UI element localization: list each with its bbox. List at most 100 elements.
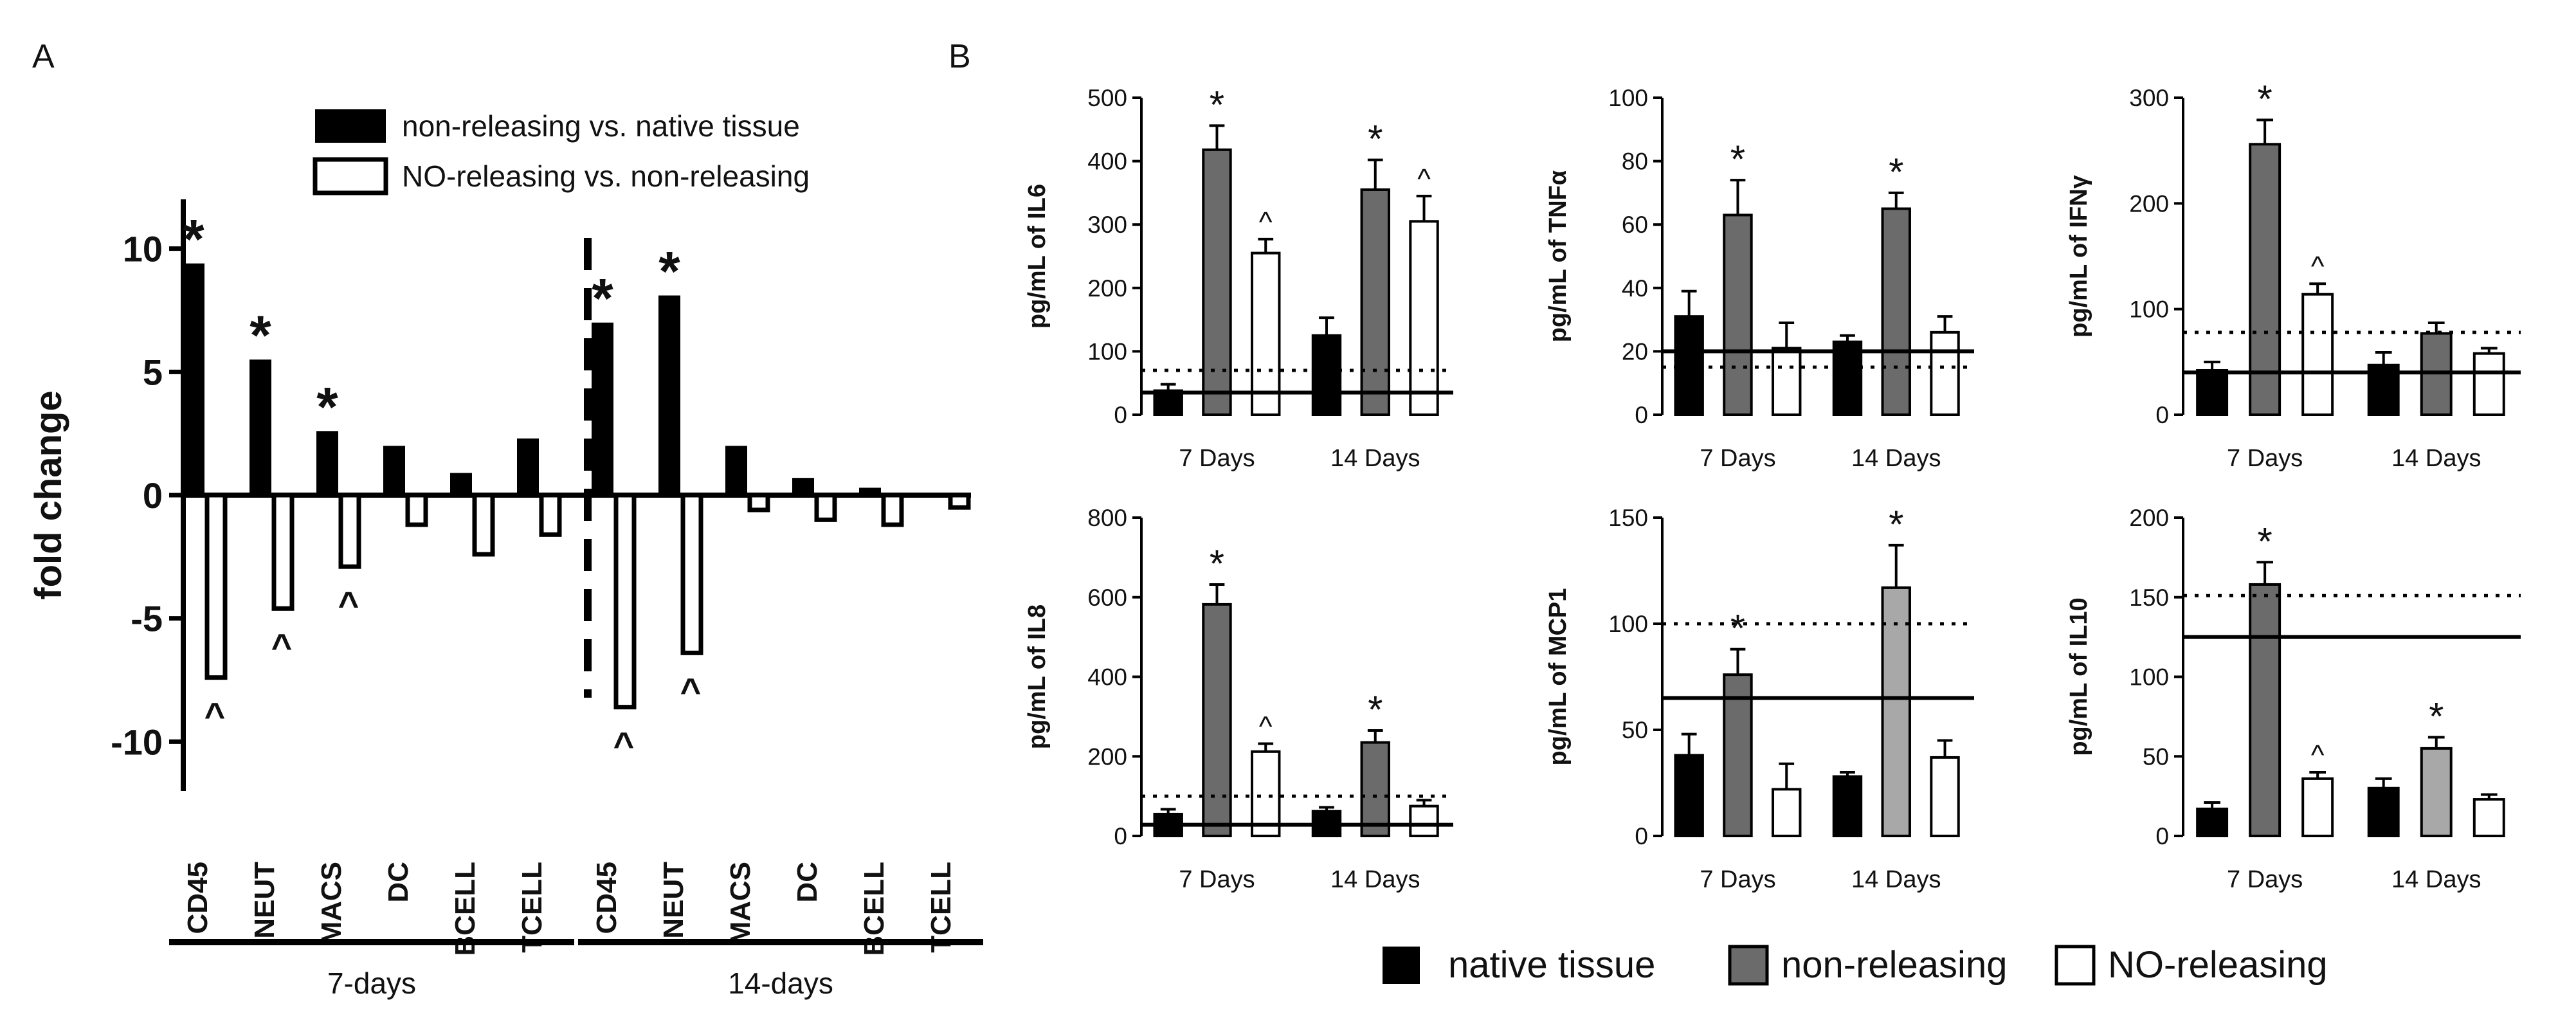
- y-axis-label: pg/mL of MCP1: [1545, 588, 1572, 766]
- x-category-label: 14 Days: [2391, 866, 2481, 893]
- bar-open: [680, 493, 703, 655]
- cytokine-chart-ifng: 0 100 200 300 pg/mL of IFNγ 7 Days 14 Days * ^: [2065, 78, 2521, 472]
- bar-non-releasing: [2420, 747, 2453, 837]
- legend-b: native tissue non-releasing NO-releasing: [1383, 944, 2328, 986]
- bar-open: [613, 493, 637, 710]
- bar-open: [204, 493, 228, 680]
- star-annotation: *: [1889, 150, 1903, 194]
- bar-filled: [592, 322, 613, 495]
- y-tick-label: 60: [1622, 212, 1648, 238]
- bar-open: [814, 493, 837, 522]
- bar-native-tissue: [1674, 754, 1704, 837]
- bar-no-releasing: [1409, 220, 1439, 416]
- bar-native-tissue: [1311, 334, 1342, 416]
- star-annotation: *: [1730, 138, 1745, 181]
- legend-a-open-label: NO-releasing vs. non-releasing: [402, 159, 810, 193]
- y-tick-label: 0: [2155, 402, 2169, 428]
- x-category-label: 14 Days: [1330, 445, 1420, 472]
- caret-annotation: ^: [338, 584, 359, 624]
- bar-no-releasing: [1251, 251, 1281, 416]
- caret-annotation: ^: [613, 725, 635, 765]
- star-annotation: *: [658, 241, 680, 303]
- category-label: TCELL: [516, 862, 548, 953]
- y-tick-label: 0: [1635, 823, 1648, 849]
- group-label: 7-days: [327, 966, 416, 1000]
- y-tick-label: 0: [1114, 402, 1127, 428]
- bar-filled: [383, 446, 405, 495]
- caret-annotation: ^: [271, 626, 293, 666]
- bar-open: [271, 493, 295, 611]
- star-annotation: *: [1368, 688, 1383, 731]
- bar-native-tissue: [1832, 775, 1863, 837]
- bar-filled: [249, 359, 271, 495]
- panel-label-b: B: [948, 38, 971, 75]
- y-tick-label: 300: [2129, 85, 2169, 111]
- caret-annotation: ^: [204, 695, 226, 736]
- y-tick-label: 100: [2129, 296, 2169, 323]
- y-axis-label: pg/mL of IL8: [1024, 604, 1051, 749]
- bar-no-releasing: [2301, 293, 2334, 416]
- category-label: CD45: [591, 862, 622, 934]
- legend-b-native-label: native tissue: [1448, 944, 1655, 986]
- bar-filled: [450, 473, 472, 495]
- bar-open: [539, 493, 562, 537]
- y-tick-label: 50: [2143, 743, 2169, 770]
- bar-no-releasing: [2472, 352, 2505, 416]
- y-axis-label: fold change: [28, 390, 69, 599]
- y-tick-label: 50: [1622, 717, 1648, 743]
- bar-open: [472, 493, 495, 557]
- star-annotation: *: [2257, 520, 2272, 563]
- x-category-label: 7 Days: [1700, 445, 1775, 472]
- y-tick-label: 100: [2129, 664, 2169, 691]
- legend-b-no-label: NO-releasing: [2108, 944, 2328, 986]
- y-tick-label: 5: [143, 352, 163, 392]
- y-tick-label: -5: [131, 599, 163, 639]
- bar-non-releasing: [1723, 213, 1753, 416]
- y-tick-label: 200: [2129, 505, 2169, 531]
- category-label: DC: [383, 862, 414, 903]
- bar-filled: [792, 478, 814, 495]
- caret-annotation: ^: [1259, 206, 1273, 238]
- legend-a: non-releasing vs. native tissue NO-relea…: [313, 109, 810, 195]
- bar-no-releasing: [1930, 756, 1960, 838]
- bar-non-releasing: [1360, 741, 1390, 837]
- star-annotation: *: [183, 209, 204, 271]
- star-annotation: *: [249, 305, 271, 367]
- cytokine-chart-il10: 0 50 100 150 200 pg/mL of IL10 7 Days 14 Days * ^…: [2065, 505, 2521, 893]
- y-axis-label: pg/mL of TNFα: [1545, 170, 1572, 343]
- y-tick-label: 100: [1608, 611, 1648, 637]
- bar-no-releasing: [1930, 331, 1960, 416]
- bar-non-releasing: [1202, 603, 1232, 837]
- bar-filled: [859, 487, 881, 495]
- y-tick-label: 500: [1087, 85, 1127, 111]
- x-category-label: 14 Days: [2391, 445, 2481, 472]
- bar-native-tissue: [1832, 340, 1863, 416]
- cytokine-chart-mcp1: 0 50 100 150 pg/mL of MCP1 7 Days 14 Days * *: [1545, 503, 1974, 893]
- star-annotation: *: [1368, 118, 1383, 161]
- y-axis-label: pg/mL of IL10: [2065, 597, 2092, 756]
- bar-open: [881, 493, 904, 527]
- bar-filled: [658, 295, 680, 495]
- bar-native-tissue: [1153, 389, 1183, 416]
- y-tick-label: 300: [1087, 212, 1127, 238]
- x-category-label: 14 Days: [1851, 445, 1941, 472]
- bar-non-releasing: [1881, 207, 1911, 416]
- category-label: TCELL: [925, 862, 957, 953]
- star-annotation: *: [2429, 695, 2444, 738]
- y-tick-label: 200: [2129, 190, 2169, 217]
- star-annotation: *: [1730, 607, 1745, 650]
- y-tick-label: 800: [1087, 505, 1127, 531]
- x-category-label: 14 Days: [1330, 866, 1420, 893]
- bar-no-releasing: [1772, 788, 1802, 838]
- y-tick-label: 0: [143, 475, 163, 516]
- bar-native-tissue: [2367, 786, 2400, 837]
- bar-no-releasing: [2472, 798, 2505, 837]
- bar-filled: [517, 438, 539, 495]
- bar-non-releasing: [2249, 583, 2281, 837]
- category-label: CD45: [182, 862, 213, 934]
- caret-annotation: ^: [1417, 163, 1431, 195]
- category-label: DC: [792, 862, 823, 903]
- star-annotation: *: [316, 376, 338, 438]
